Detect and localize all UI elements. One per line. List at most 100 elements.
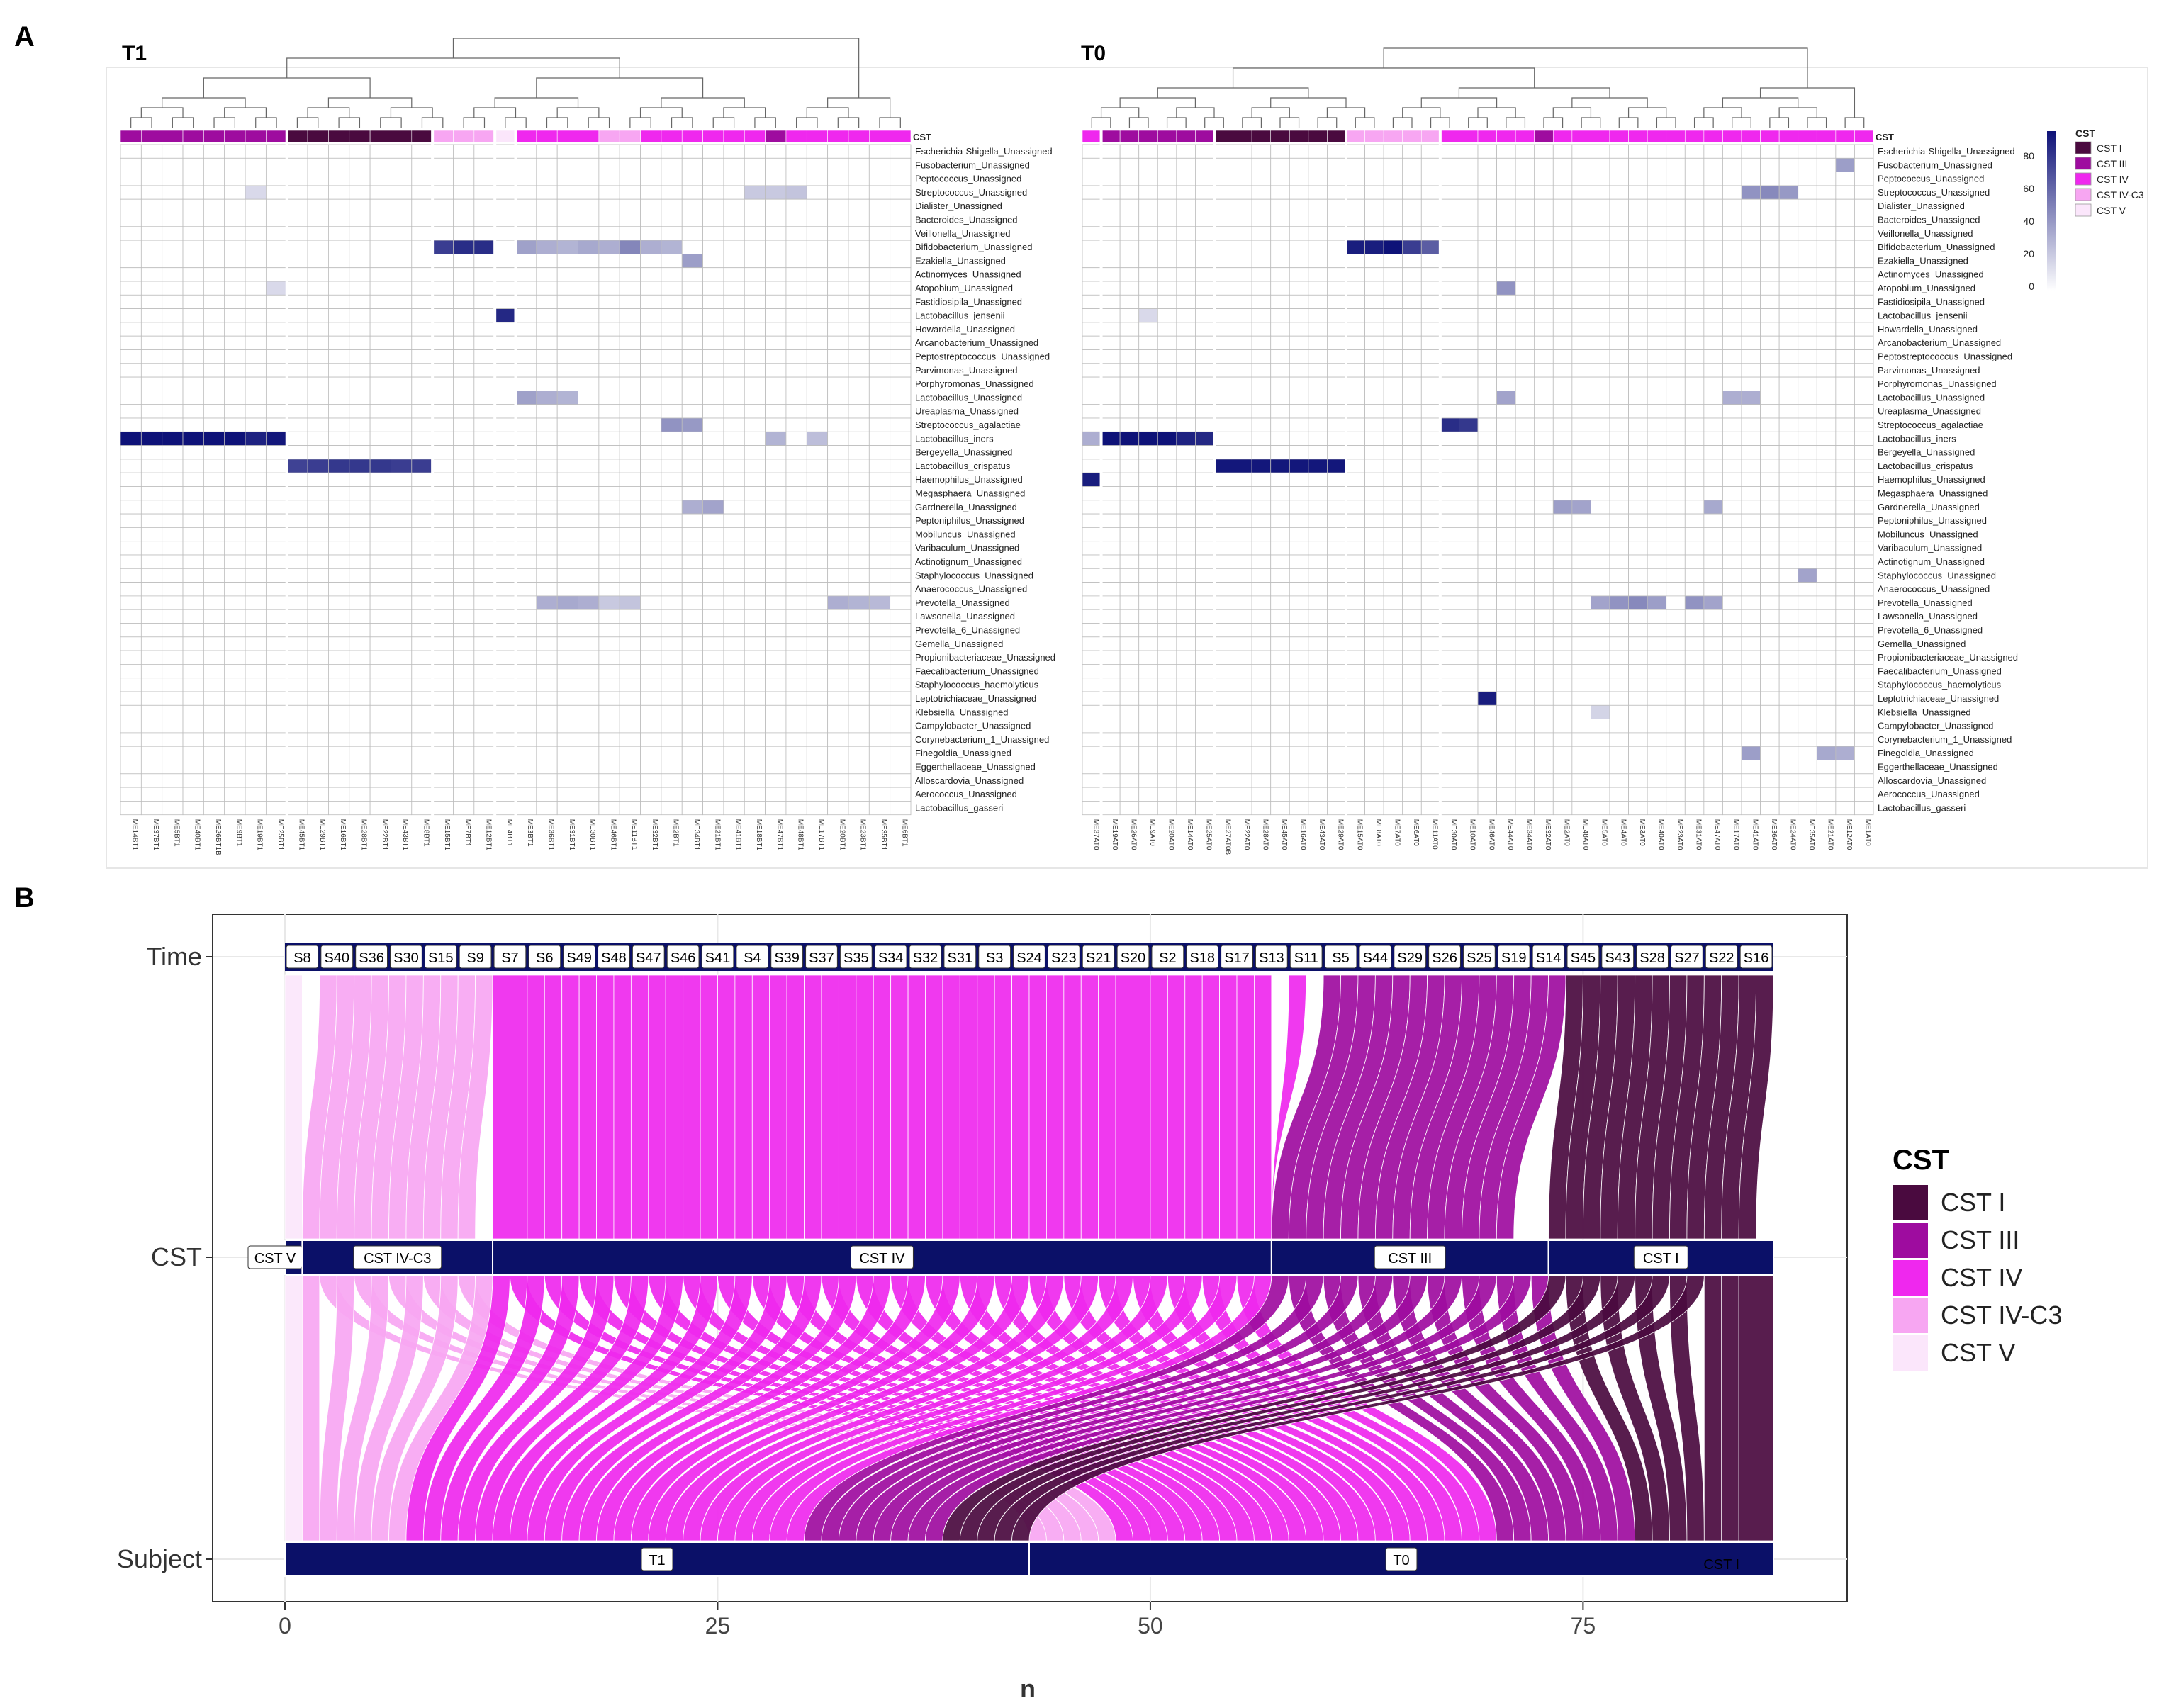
heatmap-t0-dendrogram-branch (1383, 47, 1808, 88)
heatmap-t1-cell (369, 760, 391, 775)
heatmap-t0-cell (1308, 636, 1328, 651)
heatmap-t1-cell (868, 513, 891, 528)
heatmap-t0-cst-cell (1383, 130, 1403, 143)
heatmap-t0-cell (1722, 472, 1742, 487)
heatmap-t0-cell (1157, 376, 1177, 391)
heatmap-t0-cell (1816, 527, 1837, 542)
heatmap-t0-cell (1816, 486, 1837, 501)
heatmap-t0-cell (1138, 144, 1158, 159)
heatmap-t1-cell (245, 404, 267, 419)
heatmap-t1-cell (203, 294, 225, 309)
heatmap-t1-cell (265, 732, 288, 747)
heatmap-t1-cell (328, 609, 350, 624)
heatmap-t1-cell (598, 363, 620, 378)
alluvial-subject-box (909, 945, 942, 969)
heatmap-t0-cell (1176, 623, 1196, 638)
heatmap-t0-cell (1383, 404, 1403, 419)
heatmap-t0-cell (1835, 760, 1855, 775)
heatmap-t1-cell (806, 294, 829, 309)
heatmap-t1-cell (224, 678, 246, 692)
heatmap-t0-cell (1364, 144, 1384, 159)
heatmap-t1-cell (515, 486, 537, 501)
heatmap-t0-cell (1327, 445, 1347, 460)
heatmap-t0-cell (1402, 513, 1422, 528)
heatmap-t0-cell (1364, 650, 1384, 665)
heatmap-t1-cell (661, 376, 683, 391)
heatmap-t1-cell (640, 554, 662, 569)
heatmap-t1-cell (785, 226, 807, 241)
heatmap-t0-cell (1138, 486, 1158, 501)
heatmap-t1-cell (245, 349, 267, 364)
heatmap-t1-cell (307, 281, 329, 296)
heatmap-t0-cell (1703, 691, 1723, 706)
heatmap-t1-cell (827, 500, 849, 515)
heatmap-t1-cell (765, 650, 787, 665)
heatmap-t1-cell (890, 787, 912, 802)
heatmap-t0-cell (1552, 267, 1573, 282)
heatmap-t0-cell (1383, 349, 1403, 364)
heatmap-t1-row-label: Dialister_Unassigned (915, 201, 1002, 211)
heatmap-t0-cell (1591, 157, 1610, 173)
heatmap-t0-row-label: Howardella_Unassigned (1878, 324, 1978, 335)
heatmap-t1-cell (515, 144, 537, 159)
heatmap-t1-cell (661, 595, 683, 610)
alluvial-flow-top (1738, 974, 1774, 1240)
heatmap-t0-cell (1157, 582, 1177, 597)
heatmap-t1-cell (286, 376, 308, 391)
heatmap-t1-cell (681, 213, 703, 227)
heatmap-t0-row-label: Staphylococcus_Unassigned (1878, 570, 1996, 580)
heatmap-t0-cell (1571, 691, 1591, 706)
heatmap-t0-cell (1534, 554, 1554, 569)
heatmap-t1-cell (494, 773, 516, 788)
heatmap-t1-cell (536, 404, 558, 419)
heatmap-t0-cell (1778, 431, 1799, 446)
heatmap-t0-cell (1402, 157, 1422, 173)
heatmap-t1-cell (245, 294, 267, 309)
heatmap-t0-cell (1440, 172, 1459, 186)
heatmap-t0-cell (1534, 636, 1554, 651)
heatmap-t0-cell (1552, 391, 1573, 405)
heatmap-t0-cell (1515, 198, 1535, 213)
heatmap-t1-cell (494, 417, 516, 432)
heatmap-t0-cell (1798, 198, 1817, 213)
heatmap-t0-cell (1798, 281, 1817, 296)
heatmap-t0-cell (1082, 172, 1101, 186)
heatmap-t1-cell (203, 213, 225, 227)
heat-colorbar-tick: 20 (2023, 248, 2034, 259)
heatmap-t0-cell (1364, 787, 1384, 802)
heatmap-t0-dendrogram-branch (1552, 107, 1592, 118)
heatmap-t1-cell (827, 773, 849, 788)
heatmap-t0-cell (1119, 472, 1140, 487)
heatmap-t0-cell (1609, 513, 1629, 528)
heatmap-t1-cell (848, 691, 870, 706)
heatmap-t0-cell (1176, 240, 1196, 254)
heatmap-t1-cell (598, 253, 620, 269)
heatmap-t0-cell (1383, 595, 1403, 610)
heatmap-t0-cell (1327, 185, 1347, 200)
heatmap-t0-cell (1138, 431, 1158, 446)
heatmap-t0-cell (1138, 240, 1158, 254)
heatmap-t1-cell (765, 376, 787, 391)
heatmap-t0-cell (1420, 459, 1441, 473)
heatmap-t0-cell (1816, 185, 1837, 200)
heatmap-t1-cell (349, 650, 371, 665)
heatmap-t0-dendrogram-branch (1759, 87, 1856, 118)
heatmap-t0-cell (1798, 773, 1817, 788)
heatmap-t1-cell (868, 500, 891, 515)
heatmap-t0-cell (1420, 213, 1441, 227)
alluvial-time-label: T0 (1393, 1553, 1409, 1568)
heatmap-t0-cell (1666, 185, 1686, 200)
heatmap-t0-cell (1420, 500, 1441, 515)
heatmap-t1-cell (224, 172, 246, 186)
heatmap-t0-cell (1195, 335, 1215, 350)
heatmap-t0-cell (1534, 664, 1554, 679)
heatmap-t0-cell (1703, 650, 1723, 665)
heatmap-t0-cell (1628, 704, 1648, 719)
heatmap-t0-cell (1459, 404, 1479, 419)
heatmap-t0-cell (1798, 459, 1817, 473)
heatmap-t0-cell (1534, 445, 1554, 460)
heatmap-t1-cell (162, 554, 184, 569)
heatmap-t0-cell (1402, 541, 1422, 556)
alluvial-subject-box (355, 945, 388, 969)
heatmap-t0-cell (1571, 198, 1591, 213)
